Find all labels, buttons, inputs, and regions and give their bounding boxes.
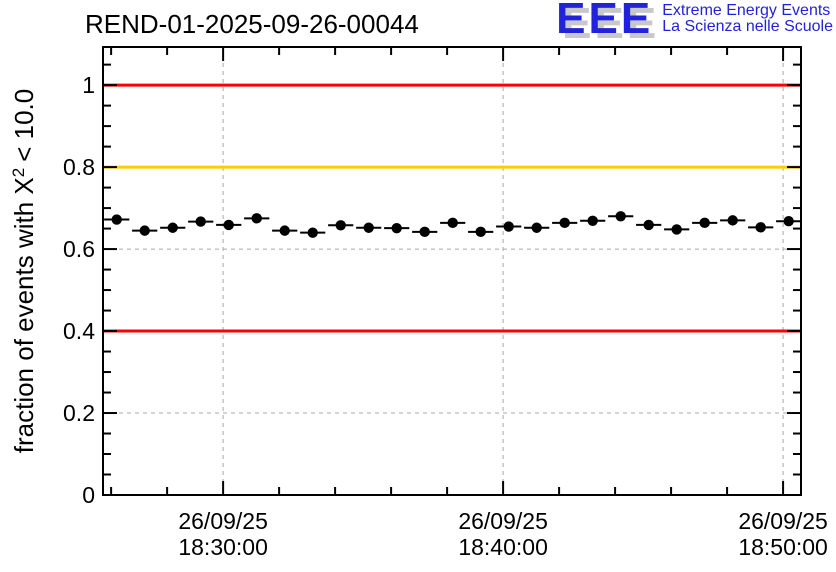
data-point	[223, 219, 234, 231]
data-point	[167, 222, 178, 233]
y-tick-label: 0.4	[63, 318, 95, 344]
x-tick-label-time: 18:40:00	[458, 534, 548, 560]
y-axis-title-superscript: 2	[9, 168, 28, 177]
chart-title: REND-01-2025-09-26-00044	[85, 9, 419, 39]
data-point	[503, 221, 514, 232]
data-point	[559, 217, 570, 229]
x-tick-label-time: 18:50:00	[738, 534, 828, 560]
eee-logo-text: Extreme Energy Events La Scienza nelle S…	[662, 3, 833, 35]
x-tick-label-date: 26/09/25	[458, 508, 548, 534]
eee-logo-line1: Extreme Energy Events	[662, 2, 831, 19]
data-point	[335, 220, 346, 231]
y-axis-title: fraction of events with X2 < 10.0	[9, 89, 39, 454]
data-point	[391, 222, 402, 234]
y-tick-label: 0.6	[63, 236, 95, 262]
chart-generated-layer: 00.20.40.60.8126/09/2518:30:0026/09/2518…	[63, 46, 828, 560]
plot-frame	[102, 46, 802, 496]
y-tick-label: 1	[82, 72, 95, 98]
data-point	[251, 213, 262, 224]
data-point	[531, 222, 542, 233]
data-point	[671, 224, 682, 235]
data-point	[111, 214, 122, 225]
data-point	[699, 217, 710, 229]
data-point	[279, 225, 290, 236]
eee-logo-line2: La Scienza nelle Scuole	[662, 18, 833, 35]
eee-logo: EEE Extreme Energy Events La Scienza nel…	[556, 0, 833, 43]
data-point	[475, 226, 486, 238]
data-point	[755, 222, 766, 233]
data-point	[139, 225, 150, 236]
y-tick-label: 0	[82, 482, 95, 508]
data-point	[783, 215, 794, 227]
x-tick-label-time: 18:30:00	[178, 534, 268, 560]
data-point	[419, 226, 430, 238]
data-point	[587, 215, 598, 226]
eee-logo-acronym: EEE	[556, 0, 654, 43]
data-point	[363, 222, 374, 233]
data-point	[447, 217, 458, 229]
data-point	[195, 216, 206, 227]
data-point	[727, 215, 738, 226]
x-tick-label-date: 26/09/25	[178, 508, 268, 534]
y-axis-title-suffix: < 10.0	[9, 89, 39, 162]
data-point	[643, 219, 654, 231]
y-axis-title-prefix: fraction of events with X	[9, 177, 39, 453]
y-tick-label: 0.2	[63, 400, 95, 426]
x-tick-label-date: 26/09/25	[738, 508, 828, 534]
data-point	[307, 227, 318, 238]
y-tick-label: 0.8	[63, 154, 95, 180]
data-point	[615, 211, 626, 222]
